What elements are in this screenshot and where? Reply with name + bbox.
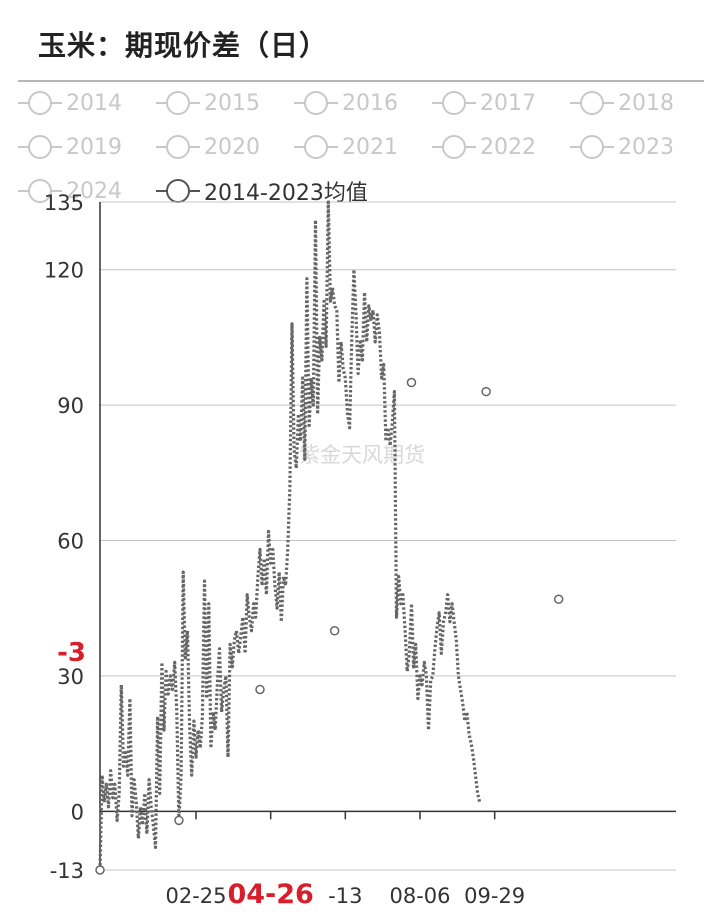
legend-label: 2019 (66, 134, 122, 160)
y-pointer-label: -3 (57, 638, 86, 668)
series-point (329, 626, 340, 636)
legend-item-2019[interactable]: 2019 (18, 132, 122, 162)
x-tick-label: 02-25 (165, 884, 226, 908)
legend-marker-icon (18, 176, 62, 206)
y-tick-label: 30 (57, 665, 84, 689)
legend-label: 2021 (342, 134, 398, 160)
x-tick-label: 09-29 (464, 884, 525, 908)
series-point (406, 377, 417, 388)
legend-item-2018[interactable]: 2018 (570, 88, 674, 118)
series-point (255, 684, 265, 695)
legend-marker-icon (156, 132, 200, 162)
x-tick-label: -13 (328, 884, 362, 908)
series-point (174, 815, 184, 826)
title-divider (18, 80, 704, 82)
legend-label: 2022 (480, 134, 536, 160)
legend-label: 2015 (204, 90, 260, 116)
legend-marker-icon (432, 132, 476, 162)
y-tick-label: 60 (57, 530, 84, 554)
x-tick-label: 08-06 (389, 884, 450, 908)
series-point (95, 865, 105, 875)
legend-item-2014[interactable]: 2014 (18, 88, 122, 118)
y-tick-label: -13 (50, 859, 84, 883)
watermark: 紫金天风期货 (299, 443, 425, 467)
y-tick-label: 135 (44, 191, 84, 215)
legend-label: 2014 (66, 90, 122, 116)
legend-marker-icon (18, 132, 62, 162)
legend-marker-icon (570, 132, 614, 162)
page-title: 玉米：期现价差（日） (38, 29, 329, 62)
legend-marker-icon (156, 88, 200, 118)
legend-label: 2017 (480, 90, 536, 116)
y-tick-label: 120 (44, 259, 84, 283)
legend-item-2021[interactable]: 2021 (294, 132, 398, 162)
legend-item-2023[interactable]: 2023 (570, 132, 674, 162)
legend-label: 2024 (66, 178, 122, 204)
legend-item-2022[interactable]: 2022 (432, 132, 536, 162)
series-point (553, 594, 564, 604)
legend-marker-icon (294, 132, 338, 162)
legend-marker-icon (432, 88, 476, 118)
legend-label: 2016 (342, 90, 398, 116)
legend-label: 2023 (618, 134, 674, 160)
legend-item-2024[interactable]: 2024 (18, 176, 122, 206)
legend-item-2016[interactable]: 2016 (294, 88, 398, 118)
y-tick-label: 0 (71, 800, 84, 824)
series-line-avg (98, 200, 482, 871)
legend-label: 2018 (618, 90, 674, 116)
legend-item-2017[interactable]: 2017 (432, 88, 536, 118)
legend-label: 2020 (204, 134, 260, 160)
legend-marker-icon (294, 88, 338, 118)
legend-item-2015[interactable]: 2015 (156, 88, 260, 118)
legend-marker-icon (570, 88, 614, 118)
legend-item-2020[interactable]: 2020 (156, 132, 260, 162)
x-tick-label-highlight: 04-26 (227, 879, 313, 910)
legend-marker-icon (18, 88, 62, 118)
series-point (481, 386, 491, 397)
y-tick-label: 90 (57, 394, 84, 418)
